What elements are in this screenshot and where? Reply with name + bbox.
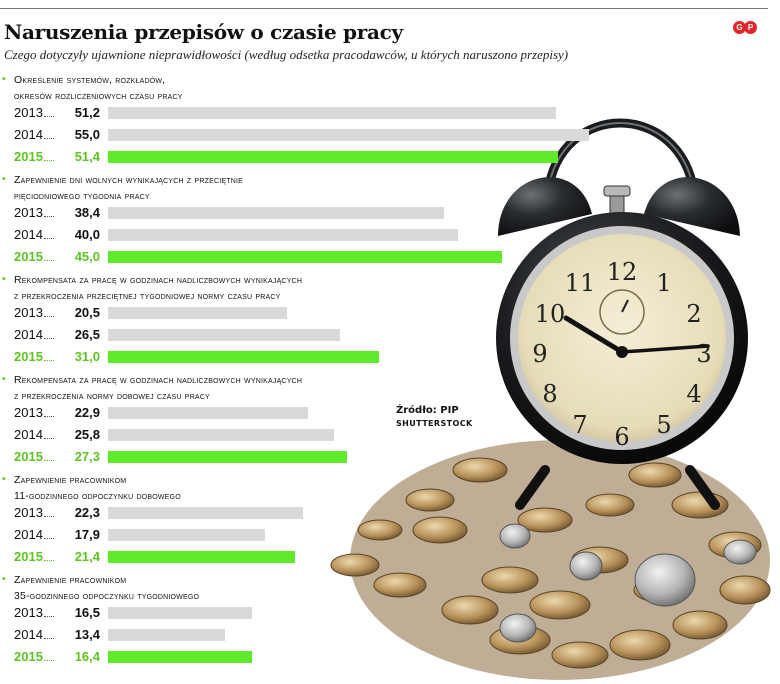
series-label-2013: 2013: [14, 204, 56, 222]
data-label: 51,4: [74, 149, 100, 164]
chart-subtitle: Czego dotyczyły ujawnione nieprawidłowoś…: [4, 47, 569, 62]
category-bullet-icon: •: [2, 274, 6, 285]
data-label: 13,4: [74, 627, 100, 642]
top-rule: [0, 8, 768, 9]
bar-2013: [108, 407, 308, 419]
svg-text:10: 10: [535, 300, 566, 328]
bar-2014: [108, 429, 334, 441]
category-bullet-icon: •: [2, 374, 6, 385]
svg-text:11: 11: [565, 269, 596, 297]
svg-text:9: 9: [532, 340, 547, 368]
svg-text:2: 2: [686, 300, 701, 328]
category-label: Zapewnienie pracownikom 11-godzinnego od…: [14, 474, 181, 502]
series-label-2015: 2015: [14, 348, 56, 366]
series-label-2014: 2014: [14, 626, 56, 644]
coin-pile: [330, 440, 771, 680]
svg-text:5: 5: [656, 411, 671, 439]
bar-2014: [108, 229, 458, 241]
data-label: 55,0: [74, 127, 100, 142]
bar-2015: [108, 351, 379, 363]
series-label-2013: 2013: [14, 404, 56, 422]
svg-text:8: 8: [542, 380, 557, 408]
svg-text:4: 4: [686, 380, 701, 408]
data-label: 38,4: [74, 205, 100, 220]
data-label: 25,8: [74, 427, 100, 442]
series-label-2014: 2014: [14, 426, 56, 444]
alarm-clock: 12 1 2 3 4 5 6 7 8 9 10 11: [496, 118, 748, 510]
svg-text:12: 12: [607, 258, 638, 286]
data-label: 45,0: [74, 249, 100, 264]
series-label-2014: 2014: [14, 326, 56, 344]
data-label: 40,0: [74, 227, 100, 242]
chart-title: Naruszenia przepisów o czasie pracy: [4, 20, 403, 44]
series-label-2015: 2015: [14, 648, 56, 666]
series-label-2015: 2015: [14, 448, 56, 466]
data-label: 16,5: [74, 605, 100, 620]
bar-2014: [108, 629, 225, 641]
data-label: 31,0: [74, 349, 100, 364]
bar-2013: [108, 207, 444, 219]
bar-2014: [108, 129, 589, 141]
series-label-2014: 2014: [14, 526, 56, 544]
svg-text:7: 7: [572, 411, 587, 439]
series-label-2013: 2013: [14, 104, 56, 122]
bar-2015: [108, 651, 252, 663]
svg-text:1: 1: [656, 269, 671, 297]
logo-letter-g: G: [733, 21, 746, 34]
alarm-clock-and-coins-illustration: 12 1 2 3 4 5 6 7 8 9 10 11: [330, 118, 771, 680]
data-label: 22,3: [74, 505, 100, 520]
publisher-logo: G P: [733, 21, 757, 35]
series-label-2013: 2013: [14, 504, 56, 522]
data-label: 21,4: [74, 549, 100, 564]
series-label-2013: 2013: [14, 304, 56, 322]
svg-text:6: 6: [614, 423, 629, 451]
logo-letter-p: P: [744, 21, 757, 34]
bar-2015: [108, 451, 347, 463]
data-label: 22,9: [74, 405, 100, 420]
bar-2013: [108, 507, 303, 519]
data-label: 26,5: [74, 327, 100, 342]
data-label: 51,2: [74, 105, 100, 120]
bar-2013: [108, 307, 287, 319]
svg-text:3: 3: [696, 340, 711, 368]
bar-2015: [108, 251, 502, 263]
category-label: Rekompensata za pracę w godzinach nadlic…: [14, 274, 303, 302]
category-bullet-icon: •: [2, 574, 6, 585]
bar-2014: [108, 529, 265, 541]
bar-2013: [108, 607, 252, 619]
data-label: 17,9: [74, 527, 100, 542]
category-bullet-icon: •: [2, 474, 6, 485]
series-label-2013: 2013: [14, 604, 56, 622]
source-label: Źródło: PIP: [396, 405, 459, 416]
category-bullet-icon: •: [2, 174, 6, 185]
series-label-2015: 2015: [14, 548, 56, 566]
category-label: Zapewnienie dni wolnych wynikających z p…: [14, 174, 243, 202]
data-label: 27,3: [74, 449, 100, 464]
series-label-2014: 2014: [14, 226, 56, 244]
category-label: Zapewnienie pracownikom 35-godzinnego od…: [14, 574, 200, 602]
series-label-2015: 2015: [14, 248, 56, 266]
bar-2015: [108, 151, 558, 163]
bar-2014: [108, 329, 340, 341]
bar-2013: [108, 107, 556, 119]
series-label-2015: 2015: [14, 148, 56, 166]
data-label: 20,5: [74, 305, 100, 320]
category-label: Rekompensata za pracę w godzinach nadlic…: [14, 374, 303, 402]
category-bullet-icon: •: [2, 74, 6, 85]
category-label: Określenie systemów, rozkładów, okresów …: [14, 74, 183, 102]
bar-2015: [108, 551, 295, 563]
series-label-2014: 2014: [14, 126, 56, 144]
photo-credit: SHUTTERSTOCK: [396, 419, 473, 428]
source-note: Źródło: PIP SHUTTERSTOCK: [396, 404, 473, 430]
data-label: 16,4: [74, 649, 100, 664]
